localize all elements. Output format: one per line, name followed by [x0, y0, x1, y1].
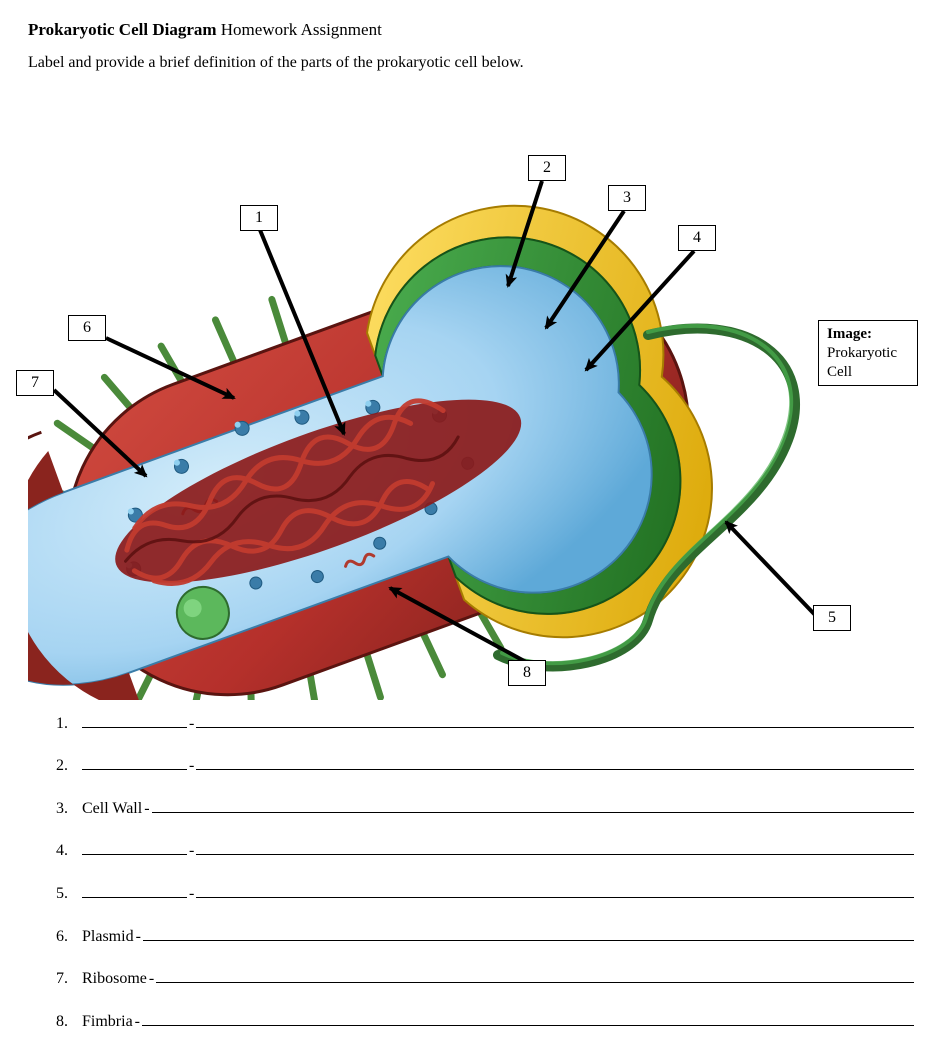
- label-2: 2: [543, 159, 551, 176]
- answer-number: 3.: [56, 800, 82, 818]
- label-box-6: 6: [68, 315, 106, 341]
- answer-definition-blank[interactable]: [143, 923, 914, 941]
- label-4: 4: [693, 229, 701, 246]
- answer-definition-blank[interactable]: [156, 966, 914, 984]
- answer-prefilled-label: Plasmid: [82, 928, 134, 946]
- answer-prefilled-label: Ribosome: [82, 970, 147, 988]
- instruction-text: Label and provide a brief definition of …: [28, 54, 914, 72]
- label-box-4: 4: [678, 225, 716, 251]
- answer-definition-blank[interactable]: [196, 753, 914, 771]
- cell-diagram: [28, 80, 914, 700]
- dash-separator: -: [189, 885, 194, 903]
- label-7: 7: [31, 374, 39, 391]
- answer-label-blank[interactable]: [82, 880, 187, 898]
- answer-row: 7.Ribosome -: [56, 966, 914, 989]
- answer-number: 5.: [56, 885, 82, 903]
- answer-prefilled-label: Fimbria: [82, 1013, 133, 1031]
- label-box-5: 5: [813, 605, 851, 631]
- diagram-area: 1 2 3 4 5 6 7 8 Image: Prokaryotic Cell: [28, 80, 914, 700]
- answer-label-blank[interactable]: [82, 838, 187, 856]
- page-title: Prokaryotic Cell Diagram Homework Assign…: [28, 20, 914, 40]
- answer-row: 5. -: [56, 880, 914, 903]
- dash-separator: -: [149, 970, 154, 988]
- answer-number: 8.: [56, 1013, 82, 1031]
- dash-separator: -: [136, 928, 141, 946]
- label-8: 8: [523, 664, 531, 681]
- caption-line2: Cell: [827, 364, 852, 380]
- label-5: 5: [828, 609, 836, 626]
- answer-number: 7.: [56, 970, 82, 988]
- answer-row: 6.Plasmid -: [56, 923, 914, 946]
- answer-definition-blank[interactable]: [152, 795, 914, 813]
- answer-definition-blank[interactable]: [196, 838, 914, 856]
- answer-list: 1.-2.-3.Cell Wall -4.-5.-6.Plasmid -7.Ri…: [28, 710, 914, 1031]
- label-box-1: 1: [240, 205, 278, 231]
- answer-number: 4.: [56, 842, 82, 860]
- answer-row: 3.Cell Wall -: [56, 795, 914, 818]
- dash-separator: -: [189, 757, 194, 775]
- caption-line1: Prokaryotic: [827, 345, 897, 361]
- answer-label-blank[interactable]: [82, 710, 187, 728]
- dash-separator: -: [189, 842, 194, 860]
- answer-number: 1.: [56, 715, 82, 733]
- dash-separator: -: [189, 715, 194, 733]
- answer-row: 2. -: [56, 753, 914, 776]
- dash-separator: -: [135, 1013, 140, 1031]
- answer-definition-blank[interactable]: [142, 1008, 914, 1026]
- image-caption-box: Image: Prokaryotic Cell: [818, 320, 918, 386]
- answer-definition-blank[interactable]: [196, 710, 914, 728]
- answer-definition-blank[interactable]: [196, 880, 914, 898]
- dash-separator: -: [144, 800, 149, 818]
- label-box-8: 8: [508, 660, 546, 686]
- answer-row: 1. -: [56, 710, 914, 733]
- answer-row: 8.Fimbria -: [56, 1008, 914, 1031]
- label-6: 6: [83, 319, 91, 336]
- title-bold: Prokaryotic Cell Diagram: [28, 20, 217, 39]
- answer-prefilled-label: Cell Wall: [82, 800, 142, 818]
- caption-head: Image:: [827, 326, 872, 342]
- label-box-3: 3: [608, 185, 646, 211]
- answer-number: 6.: [56, 928, 82, 946]
- answer-row: 4. -: [56, 838, 914, 861]
- label-box-7: 7: [16, 370, 54, 396]
- title-rest: Homework Assignment: [217, 20, 382, 39]
- answer-number: 2.: [56, 757, 82, 775]
- answer-label-blank[interactable]: [82, 753, 187, 771]
- label-3: 3: [623, 189, 631, 206]
- label-1: 1: [255, 209, 263, 226]
- label-box-2: 2: [528, 155, 566, 181]
